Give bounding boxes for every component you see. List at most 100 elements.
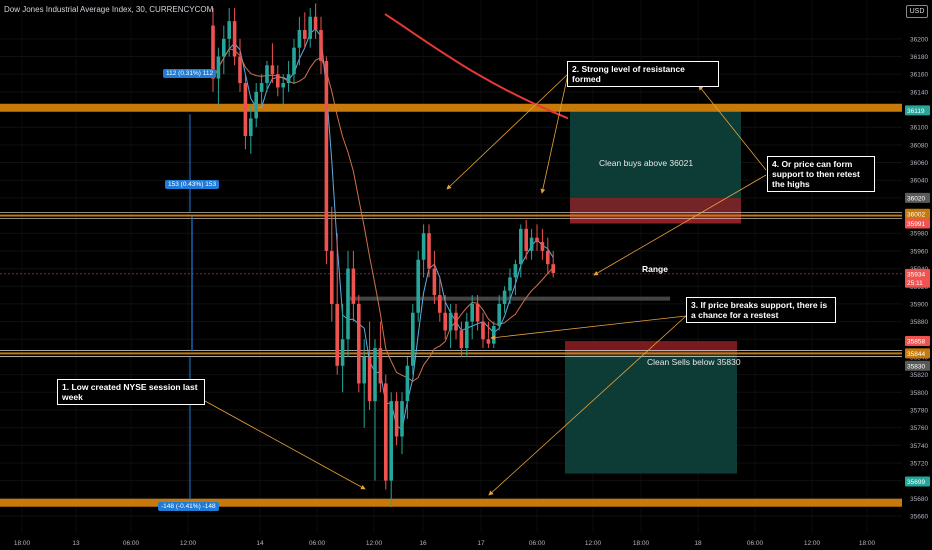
- time-axis[interactable]: 18:00 13 06:00 12:00 14 06:00 12:00 16 17 06:00 12…: [0, 532, 932, 550]
- price-tick-3: 35720: [910, 460, 928, 467]
- candle-body-25: [346, 268, 350, 340]
- candle-body-0: [211, 25, 215, 79]
- price-label-box-4: [905, 268, 930, 279]
- candle-body-35: [400, 401, 404, 437]
- annotation-arrow-2: [540, 73, 569, 194]
- candle-body-49: [475, 303, 480, 322]
- price-axis[interactable]: 3566035680357003572035740357603578035800…: [902, 0, 932, 550]
- price-tick-7: 35800: [910, 390, 928, 397]
- time-tick-4: 14: [256, 540, 264, 547]
- price-tick-16: 35980: [910, 231, 928, 238]
- price-tick-11: 35880: [910, 319, 928, 326]
- candle-body-33: [389, 401, 393, 481]
- short-target-zone: [565, 353, 737, 474]
- price-label-box-8: [905, 360, 930, 371]
- price-tick-25: 36160: [910, 72, 928, 79]
- candle-body-61: [540, 242, 545, 251]
- candle-body-7: [249, 118, 253, 137]
- candle-body-46: [459, 330, 464, 349]
- annotation-arrow-1: [446, 73, 569, 190]
- candle-body-30: [373, 348, 377, 402]
- candle-body-18: [308, 16, 312, 39]
- candle-body-11: [270, 65, 275, 75]
- price-label-3: 35991: [907, 221, 925, 228]
- price-tick-0: 35660: [910, 514, 928, 521]
- candle-body-27: [357, 303, 361, 384]
- level-support-high: [0, 214, 902, 217]
- candle-body-8: [254, 91, 258, 119]
- ema-200-line: [384, 13, 569, 120]
- time-tick-9: 06:00: [529, 540, 546, 547]
- price-label-0: 36119: [907, 108, 925, 115]
- measure-label-3[interactable]: -148 (-0.41%) -148: [158, 502, 219, 511]
- horizontal-levels: [0, 103, 902, 507]
- price-label-box-3: [905, 218, 930, 229]
- time-tick-15: 18:00: [859, 540, 876, 547]
- candle-body-34: [394, 401, 399, 437]
- candle-body-12: [276, 74, 280, 88]
- candle-body-42: [438, 295, 442, 313]
- candle-body-43: [443, 312, 447, 331]
- note-nyse-low[interactable]: 1. Low created NYSE session last week: [57, 379, 205, 405]
- time-tick-1: 13: [72, 540, 80, 547]
- candle-body-14: [286, 74, 291, 84]
- candle-body-29: [367, 356, 372, 402]
- candle-body-17: [303, 30, 307, 39]
- annotation-arrow-3: [698, 85, 767, 171]
- price-label-box-5: [905, 277, 930, 288]
- candle-body-40: [427, 233, 431, 269]
- price-label-box-7: [905, 348, 930, 359]
- time-tick-5: 06:00: [309, 540, 326, 547]
- candle-body-2: [222, 38, 226, 57]
- candle-body-36: [405, 365, 410, 402]
- price-tick-5: 35760: [910, 425, 928, 432]
- time-axis-background: [0, 532, 932, 550]
- candle-body-13: [281, 83, 285, 88]
- candle-body-24: [340, 339, 345, 366]
- candle-body-15: [292, 47, 296, 75]
- candle-body-21: [324, 60, 329, 251]
- annotation-arrow-6: [488, 315, 687, 496]
- time-tick-7: 16: [419, 540, 427, 547]
- price-label-box-6: [905, 336, 930, 347]
- candle-body-38: [416, 259, 420, 313]
- note-break-retest[interactable]: 3. If price breaks support, there is a c…: [686, 297, 836, 323]
- candle-body-62: [546, 250, 550, 265]
- time-tick-3: 12:00: [180, 540, 197, 547]
- candle-body-53: [497, 303, 501, 327]
- measure-label-2[interactable]: 153 (0.43%) 153: [165, 180, 220, 189]
- currency-badge[interactable]: USD: [906, 5, 928, 18]
- annotation-arrow-5: [490, 315, 687, 340]
- measure-label-1[interactable]: 112 (0.31%) 112: [163, 69, 217, 78]
- candle-body-51: [486, 339, 491, 344]
- note-resistance[interactable]: 2. Strong level of resistance formed: [567, 61, 719, 87]
- long-entry-band: [570, 197, 741, 214]
- price-label-9: 35699: [907, 479, 925, 486]
- price-label-box-9: [905, 476, 930, 487]
- time-tick-12: 18: [694, 540, 702, 547]
- price-tick-24: 36140: [910, 89, 928, 96]
- level-low: [0, 498, 902, 507]
- note-support-retest[interactable]: 4. Or price can form support to then ret…: [767, 156, 875, 192]
- price-tick-21: 36080: [910, 142, 928, 149]
- candle-body-28: [362, 356, 366, 384]
- price-tick-20: 36060: [910, 160, 928, 167]
- time-tick-10: 12:00: [585, 540, 602, 547]
- time-tick-11: 18:00: [633, 540, 650, 547]
- candle-body-31: [378, 348, 383, 384]
- candle-body-50: [481, 321, 485, 340]
- price-label-2: 36002: [907, 211, 925, 218]
- buys-label: Clean buys above 36021: [599, 158, 694, 168]
- candle-body-39: [421, 233, 426, 260]
- sells-label: Clean Sells below 35830: [647, 357, 741, 367]
- candle-body-44: [448, 312, 453, 331]
- price-label-5: 25:11: [907, 280, 923, 287]
- price-label-8: 35830: [907, 363, 925, 370]
- candle-body-47: [465, 321, 469, 349]
- candle-body-58: [524, 228, 528, 251]
- moving-averages: [212, 13, 569, 431]
- candles: [211, 3, 555, 508]
- price-tick-6: 35780: [910, 407, 928, 414]
- price-label-box-0: [905, 105, 930, 116]
